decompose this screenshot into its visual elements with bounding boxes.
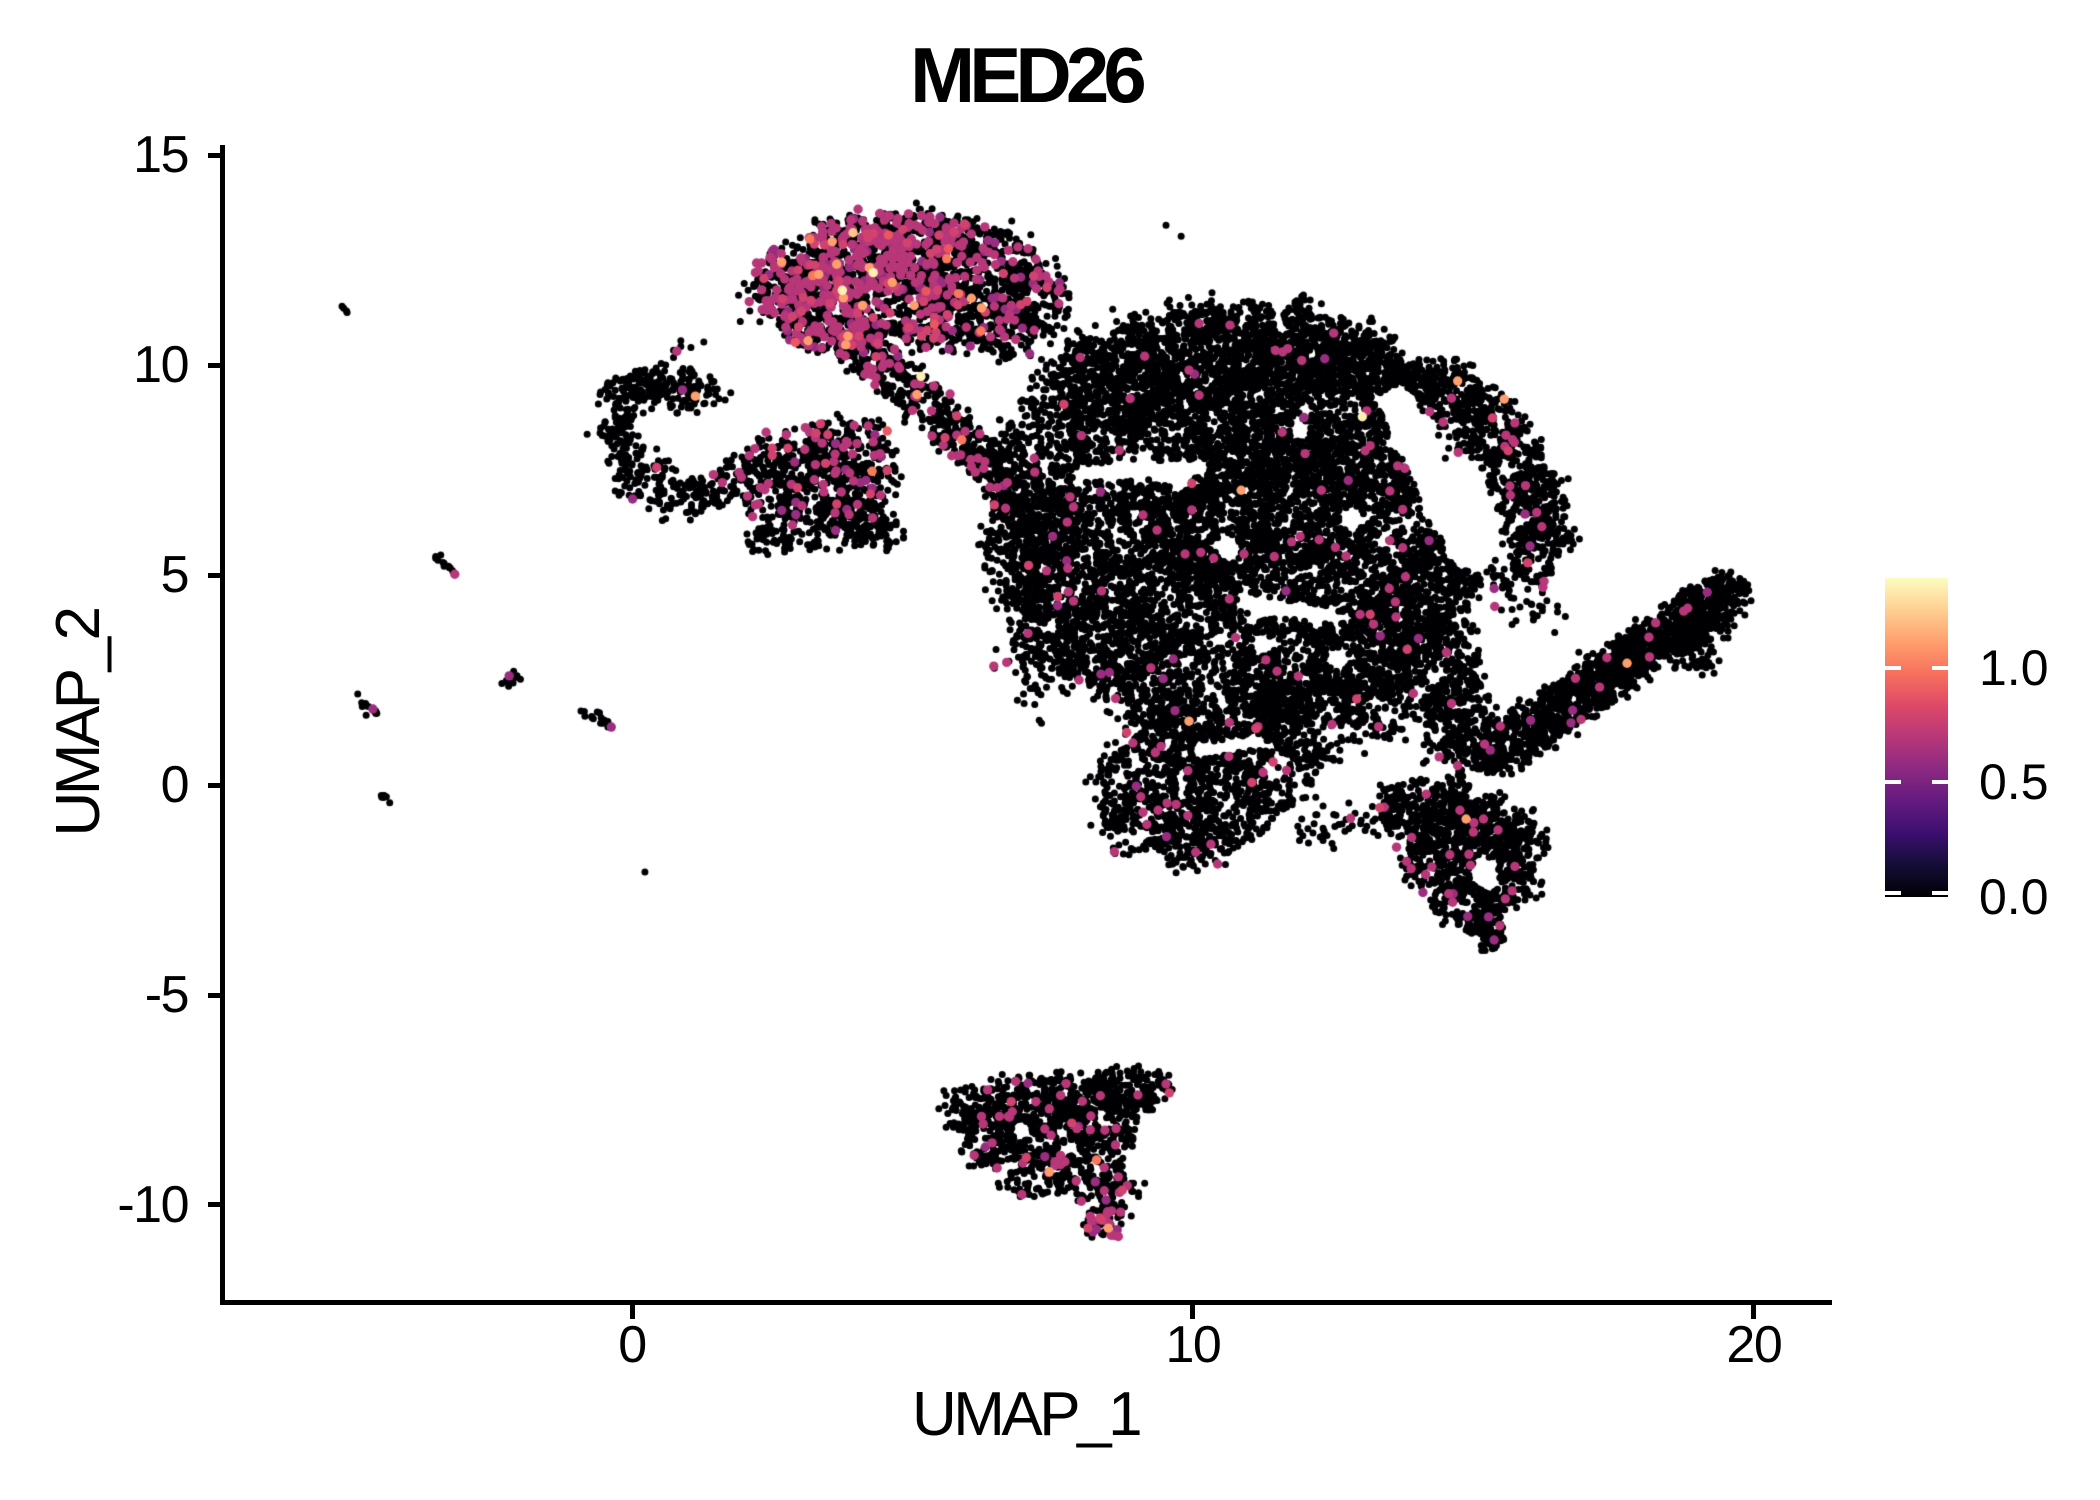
y-tick-label: 5 bbox=[160, 546, 190, 605]
x-tick-mark bbox=[1190, 1304, 1196, 1319]
colorbar-tick-label: 0.5 bbox=[1979, 754, 2049, 811]
y-tick-label: -5 bbox=[144, 966, 190, 1024]
y-tick-label: 15 bbox=[133, 126, 189, 185]
x-axis-title: UMAP_1 bbox=[911, 1380, 1143, 1449]
y-tick-mark bbox=[208, 992, 222, 998]
x-tick-mark bbox=[629, 1304, 635, 1319]
y-tick-mark bbox=[208, 782, 222, 788]
y-tick-mark bbox=[208, 572, 222, 578]
y-tick-mark bbox=[208, 362, 222, 368]
x-axis-line bbox=[219, 1299, 1832, 1305]
colorbar-tick-mark bbox=[1885, 780, 1901, 785]
plot-title: MED26 bbox=[910, 31, 1147, 119]
y-tick-mark bbox=[208, 152, 222, 158]
colorbar-tick-mark bbox=[1885, 891, 1901, 895]
colorbar-tick-label: 1.0 bbox=[1979, 639, 2049, 696]
x-tick-label: 20 bbox=[1726, 1316, 1782, 1374]
y-tick-label: -10 bbox=[117, 1175, 189, 1234]
y-tick-label: 10 bbox=[133, 336, 189, 395]
colorbar-tick-label: 0.0 bbox=[1979, 869, 2049, 925]
y-axis-line bbox=[219, 145, 225, 1305]
colorbar-tick-mark bbox=[1932, 665, 1948, 670]
y-tick-label: 0 bbox=[160, 756, 190, 815]
colorbar-tick-mark bbox=[1932, 780, 1948, 785]
colorbar-tick-mark bbox=[1885, 665, 1901, 670]
x-tick-label: 10 bbox=[1165, 1316, 1222, 1374]
y-tick-mark bbox=[208, 1202, 222, 1208]
x-tick-label: 0 bbox=[618, 1316, 647, 1374]
x-tick-mark bbox=[1751, 1304, 1757, 1319]
colorbar-tick-mark bbox=[1932, 891, 1948, 895]
y-axis-title: UMAP_2 bbox=[44, 609, 113, 837]
colorbar-gradient bbox=[1885, 578, 1948, 897]
